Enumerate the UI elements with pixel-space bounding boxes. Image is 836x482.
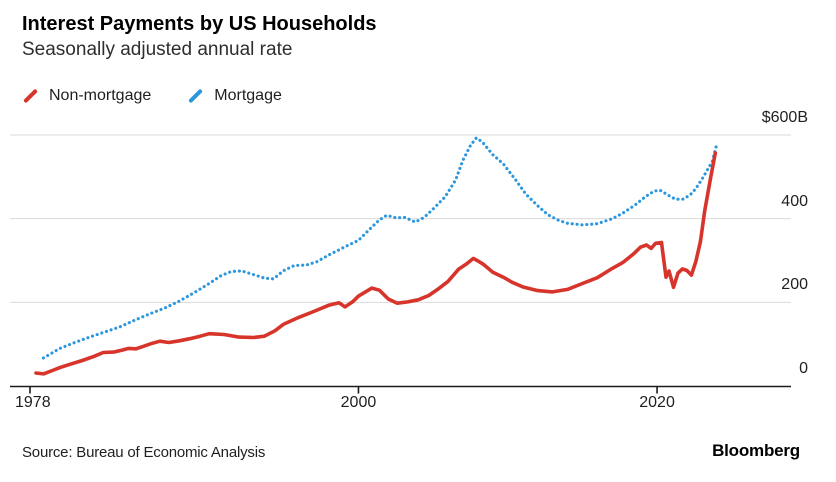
y-tick-label-600: $600B — [761, 109, 808, 126]
bloomberg-logo: Bloomberg — [712, 441, 800, 460]
x-tick-label-1978: 1978 — [15, 394, 51, 411]
non-mortgage-line — [34, 151, 718, 376]
y-tick-label-400: 400 — [781, 192, 808, 210]
legend-label-non-mortgage: Non-mortgage — [49, 87, 152, 104]
x-tick-label-2020: 2020 — [639, 394, 675, 411]
source-credit: Source: Bureau of Economic Analysis — [22, 444, 266, 461]
chart-header: Interest Payments by US Households Seaso… — [22, 12, 377, 62]
non-mortgage-slash-icon — [23, 88, 38, 104]
mortgage-line — [41, 136, 719, 360]
chart-subtitle: Seasonally adjusted annual rate — [22, 39, 293, 60]
y-tick-label-0: 0 — [799, 360, 808, 377]
legend-item-non-mortgage: Non-mortgage — [22, 87, 151, 105]
chart-title: Interest Payments by US Households — [22, 13, 377, 35]
y-tick-label-200: 200 — [781, 276, 808, 294]
mortgage-slash-icon — [188, 88, 204, 104]
chart-legend: Non-mortgage Mortgage — [22, 87, 282, 105]
legend-item-mortgage: Mortgage — [187, 87, 282, 105]
legend-label-mortgage: Mortgage — [214, 87, 282, 104]
x-tick-label-2000: 2000 — [340, 394, 377, 411]
